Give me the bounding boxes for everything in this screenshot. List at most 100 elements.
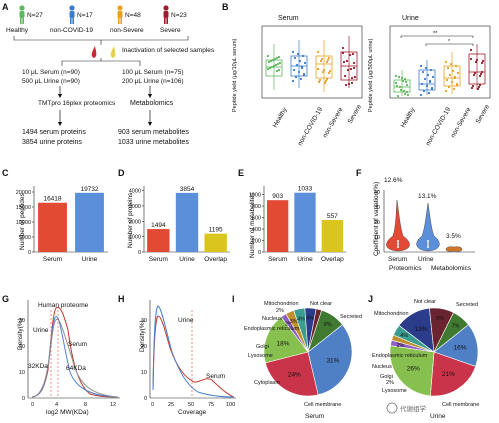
- h-ytick-0: 0: [144, 396, 147, 402]
- j-label-membrane: Cell membrane: [442, 402, 479, 408]
- category-label: Urine: [297, 256, 313, 263]
- y-tick-label: 15000: [16, 205, 31, 211]
- panel-g-letter: G: [2, 294, 9, 304]
- h-xtick-1: 25: [168, 402, 174, 408]
- inactivation-text-span: Inactivation of selected samples: [122, 47, 215, 54]
- box-point: [277, 55, 281, 59]
- box-point: [453, 75, 457, 79]
- y-tick-label: 0: [138, 250, 141, 256]
- j-label-nucleus: Nucleus: [372, 364, 392, 370]
- slice-pct-label: 2%: [285, 321, 293, 327]
- box-body: [443, 65, 461, 87]
- box-point: [351, 52, 355, 56]
- box-point: [298, 59, 302, 63]
- y-tick-label: 600: [252, 216, 261, 222]
- box-point: [346, 68, 350, 72]
- y-tick-label: 3000: [129, 204, 141, 210]
- bar-value-label: 3854: [180, 186, 195, 193]
- box-point: [402, 89, 406, 93]
- box-point: [404, 80, 408, 84]
- box-point: [352, 61, 356, 65]
- slice-not-clear: [433, 312, 469, 353]
- box-point: [403, 77, 407, 81]
- box-point: [420, 82, 424, 86]
- box-point: [405, 90, 409, 94]
- chart-d: 0 1000 2000 3000 4000 1494 Serum 3854 Urine 1195 O…: [129, 186, 230, 263]
- h-curve-urine: [152, 305, 235, 398]
- box-point: [450, 80, 454, 84]
- h-ytick-1: 10: [141, 370, 147, 376]
- box-point: [403, 92, 407, 96]
- f-ytick-0: 0: [377, 250, 380, 256]
- slice-pct-label: 9%: [324, 322, 332, 328]
- panel-b-letter: B: [222, 2, 229, 12]
- category-label: Serum: [268, 256, 287, 263]
- pie-i: 31%24%18%2%3% 4% 4%9%: [263, 307, 353, 397]
- f-x-serum: Serum: [388, 256, 407, 263]
- box-point: [446, 66, 450, 70]
- box-point: [316, 50, 320, 54]
- box-point: [300, 65, 304, 69]
- box-point: [352, 66, 356, 70]
- box-point: [275, 56, 279, 60]
- box-point: [401, 79, 405, 83]
- bar-value-label: 903: [272, 193, 283, 200]
- box-point: [345, 59, 349, 63]
- slice-secreted: [307, 324, 353, 396]
- category-label: Serum: [43, 256, 62, 263]
- person-icon-healthy: [19, 5, 25, 24]
- i-label-mito: Mitochondrion: [264, 301, 299, 307]
- urine-x-noncovid: non-COVID-19: [425, 106, 453, 147]
- box-point: [276, 62, 280, 66]
- box-point: [318, 78, 322, 82]
- box-point: [296, 52, 300, 56]
- box-point: [472, 73, 476, 77]
- n-healthy: N=27: [27, 12, 43, 19]
- box-point: [449, 62, 453, 66]
- violin-urine-median: [426, 242, 430, 246]
- box-point: [326, 58, 330, 62]
- serum-metabolites-text: 903 serum metabolites: [118, 129, 189, 136]
- slice-pct-label: 4%: [306, 316, 314, 322]
- f-ytick-1: 10: [374, 235, 380, 241]
- box-point: [273, 57, 277, 61]
- violin-urine: [416, 202, 440, 252]
- slice-pct-label: 4%: [400, 333, 408, 339]
- box-point: [448, 73, 452, 77]
- box-point: [452, 87, 456, 91]
- box-point: [431, 75, 435, 79]
- serum-box-frame: [261, 25, 363, 99]
- box-point: [294, 75, 298, 79]
- bar-urine: [75, 192, 104, 252]
- g-xtick-2: 8: [84, 402, 87, 408]
- box-point: [470, 86, 474, 90]
- sig-label-1: **: [433, 31, 438, 37]
- watermark: 代谢组学: [386, 402, 427, 414]
- box-point: [395, 84, 399, 88]
- y-tick-label: 2000: [129, 219, 141, 225]
- category-label: Urine: [179, 256, 195, 263]
- box-point: [325, 60, 329, 64]
- urine-x-healthy: Healthy: [400, 106, 417, 129]
- box-point: [341, 46, 345, 50]
- bar-value-label: 557: [327, 213, 338, 220]
- bar-overlap: [321, 220, 343, 252]
- y-tick-label: 20000: [16, 190, 31, 196]
- wechat-icon: [386, 402, 398, 414]
- box-point: [341, 51, 345, 55]
- serum-x-nonsevere: non-Severe: [322, 106, 345, 139]
- box-point: [342, 60, 346, 64]
- box-point: [278, 61, 282, 65]
- panel-a: A N=27 N=17 N=48 N=23 Healthy non-COVID-…: [2, 2, 215, 146]
- panel-f-letter: F: [356, 168, 362, 178]
- n-non-severe: N=48: [125, 12, 141, 19]
- g-ytick-2: 20: [19, 344, 25, 350]
- box-point: [424, 66, 428, 70]
- box-point: [456, 71, 460, 75]
- category-label: Overlap: [321, 256, 344, 263]
- box-point: [301, 54, 305, 58]
- h-xtick-4: 100: [226, 402, 235, 408]
- panel-e-letter: E: [238, 168, 244, 178]
- box-point: [348, 53, 352, 57]
- bar-urine: [294, 192, 316, 252]
